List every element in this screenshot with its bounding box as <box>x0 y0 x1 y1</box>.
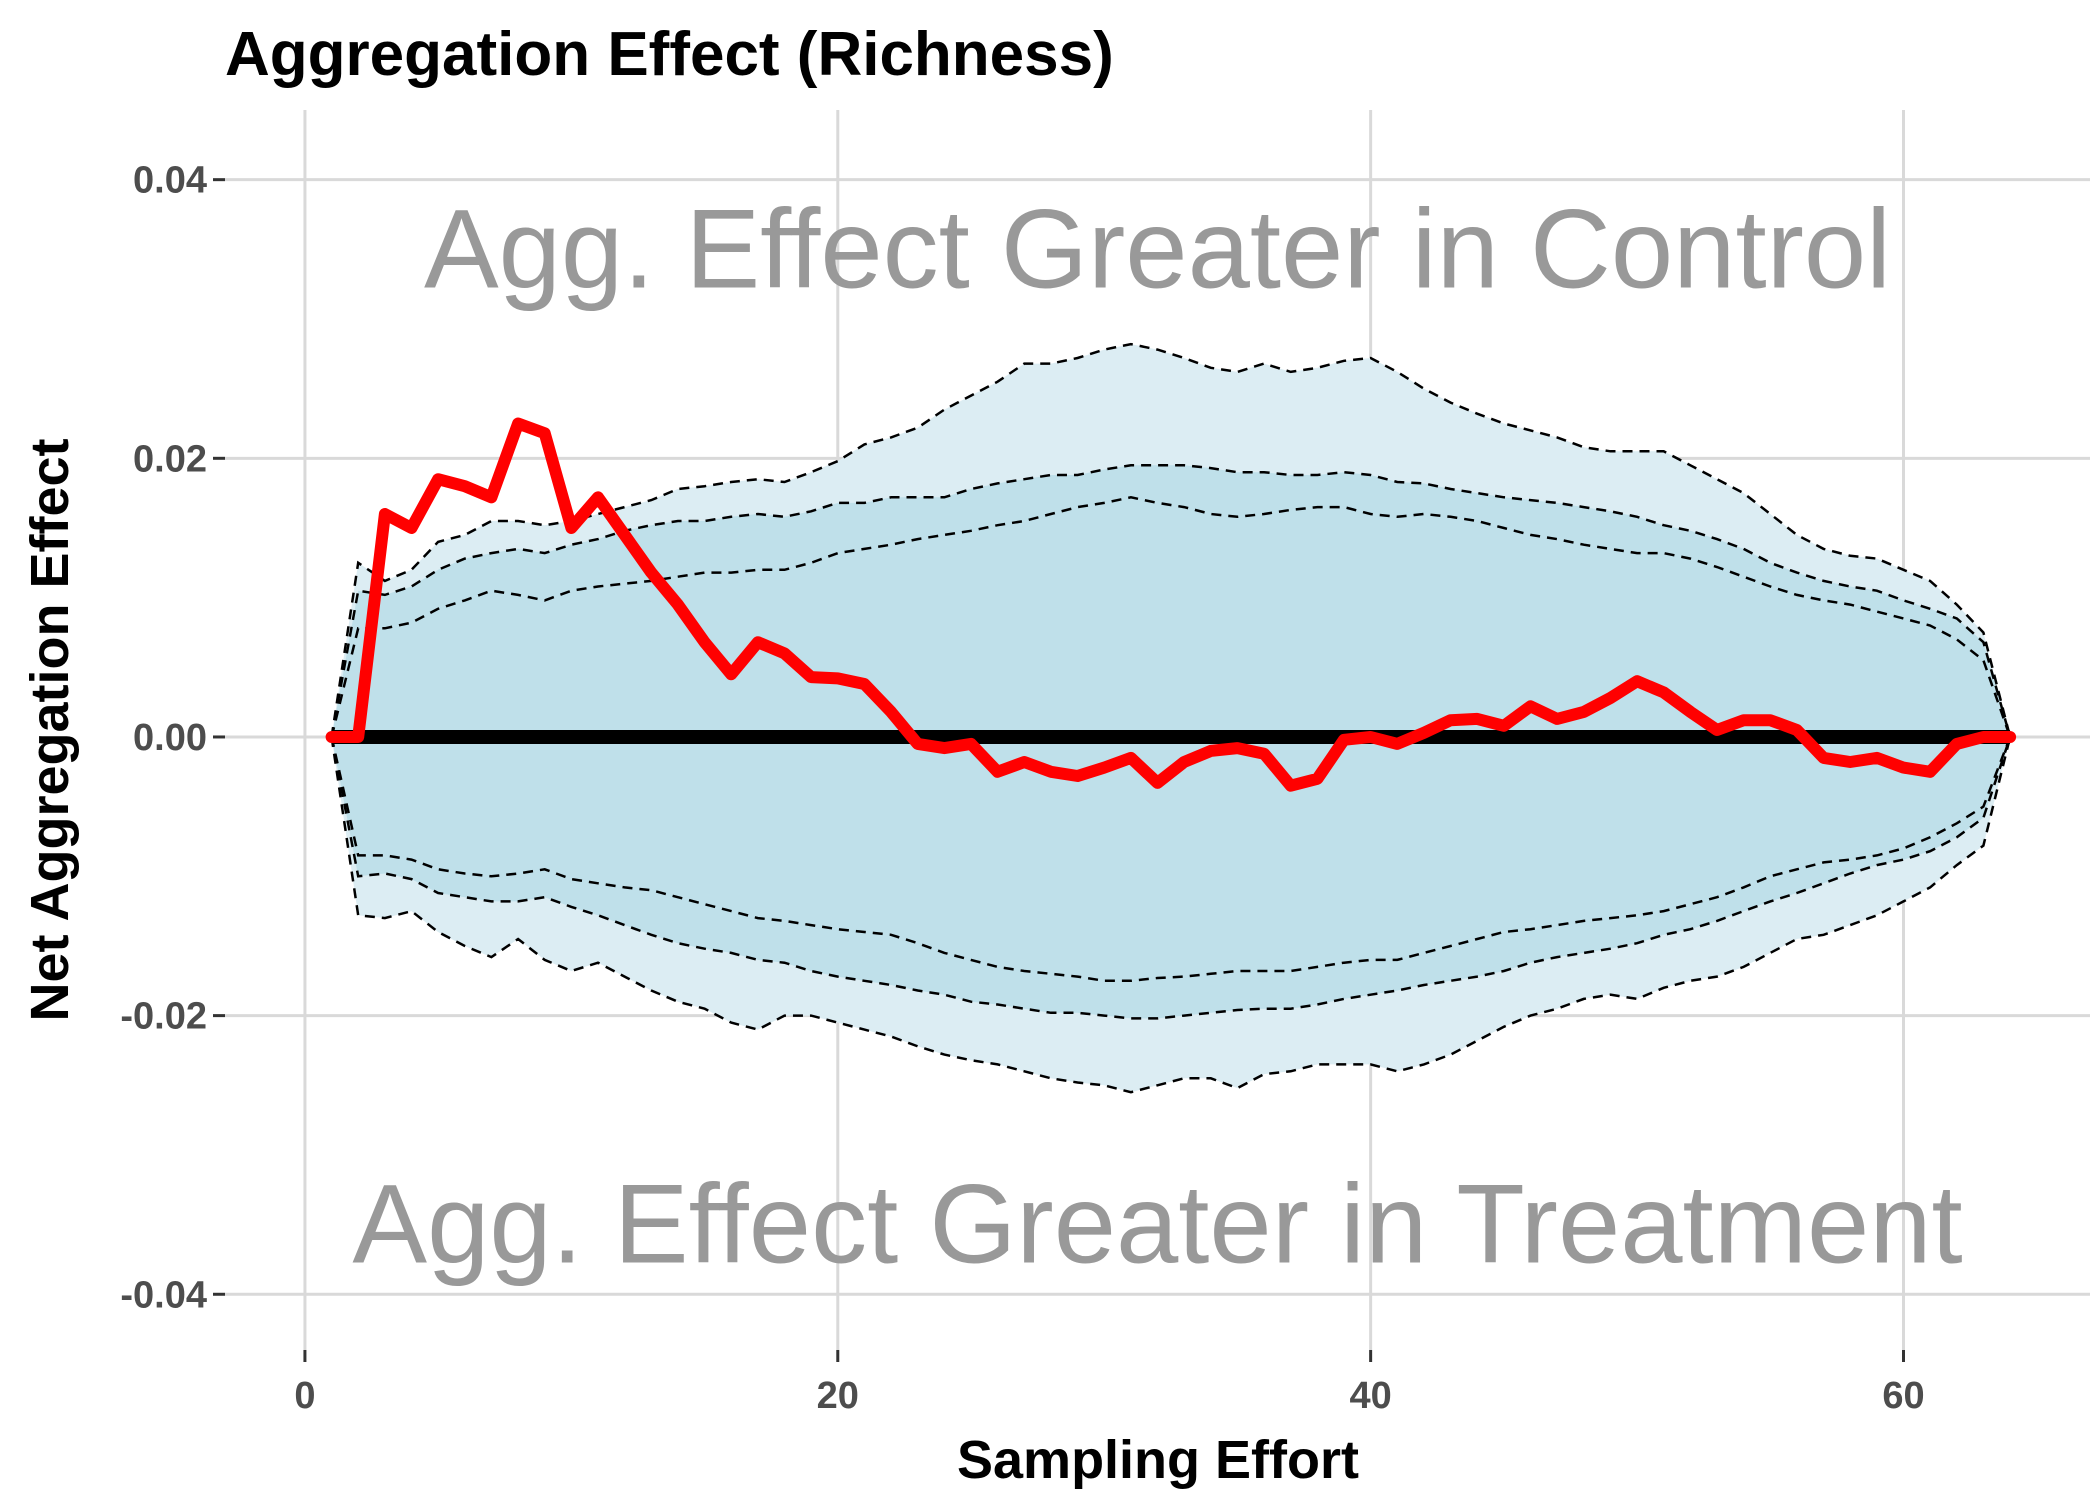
observed-series <box>325 417 2017 792</box>
y-axis-title: Net Aggregation Effect <box>20 438 80 1021</box>
y-tick-label: -0.02 <box>120 996 207 1038</box>
envelope-lines <box>330 342 2012 1094</box>
x-tick-label: 20 <box>817 1375 859 1417</box>
x-axis: 0 20 40 60 <box>294 1350 1925 1417</box>
chart-title: Aggregation Effect (Richness) <box>225 20 1114 89</box>
annotation-control: Agg. Effect Greater in Control <box>424 186 1891 311</box>
envelope-line-mid-upper <box>330 464 2012 738</box>
envelope-line-outer-lower <box>330 736 2012 1094</box>
x-axis-title: Sampling Effort <box>957 1430 1359 1490</box>
annotations: Agg. Effect Greater in Control Agg. Effec… <box>352 186 1962 1286</box>
envelope-line-inner-lower <box>330 736 2012 983</box>
y-tick-label: 0.04 <box>133 160 207 202</box>
x-tick-label: 0 <box>294 1375 315 1417</box>
envelope-line-inner-upper <box>330 496 2012 738</box>
envelope-line-mid-lower <box>330 736 2012 1020</box>
x-tick-label: 60 <box>1882 1375 1924 1417</box>
y-tick-label: 0.00 <box>133 717 207 759</box>
y-tick-label: -0.04 <box>120 1274 207 1316</box>
x-tick-label: 40 <box>1350 1375 1392 1417</box>
y-tick-label: 0.02 <box>133 438 207 480</box>
y-axis: 0.04 0.02 0.00 -0.02 -0.04 <box>120 160 225 1316</box>
annotation-treatment: Agg. Effect Greater in Treatment <box>352 1162 1962 1287</box>
observed-line <box>325 417 2017 792</box>
